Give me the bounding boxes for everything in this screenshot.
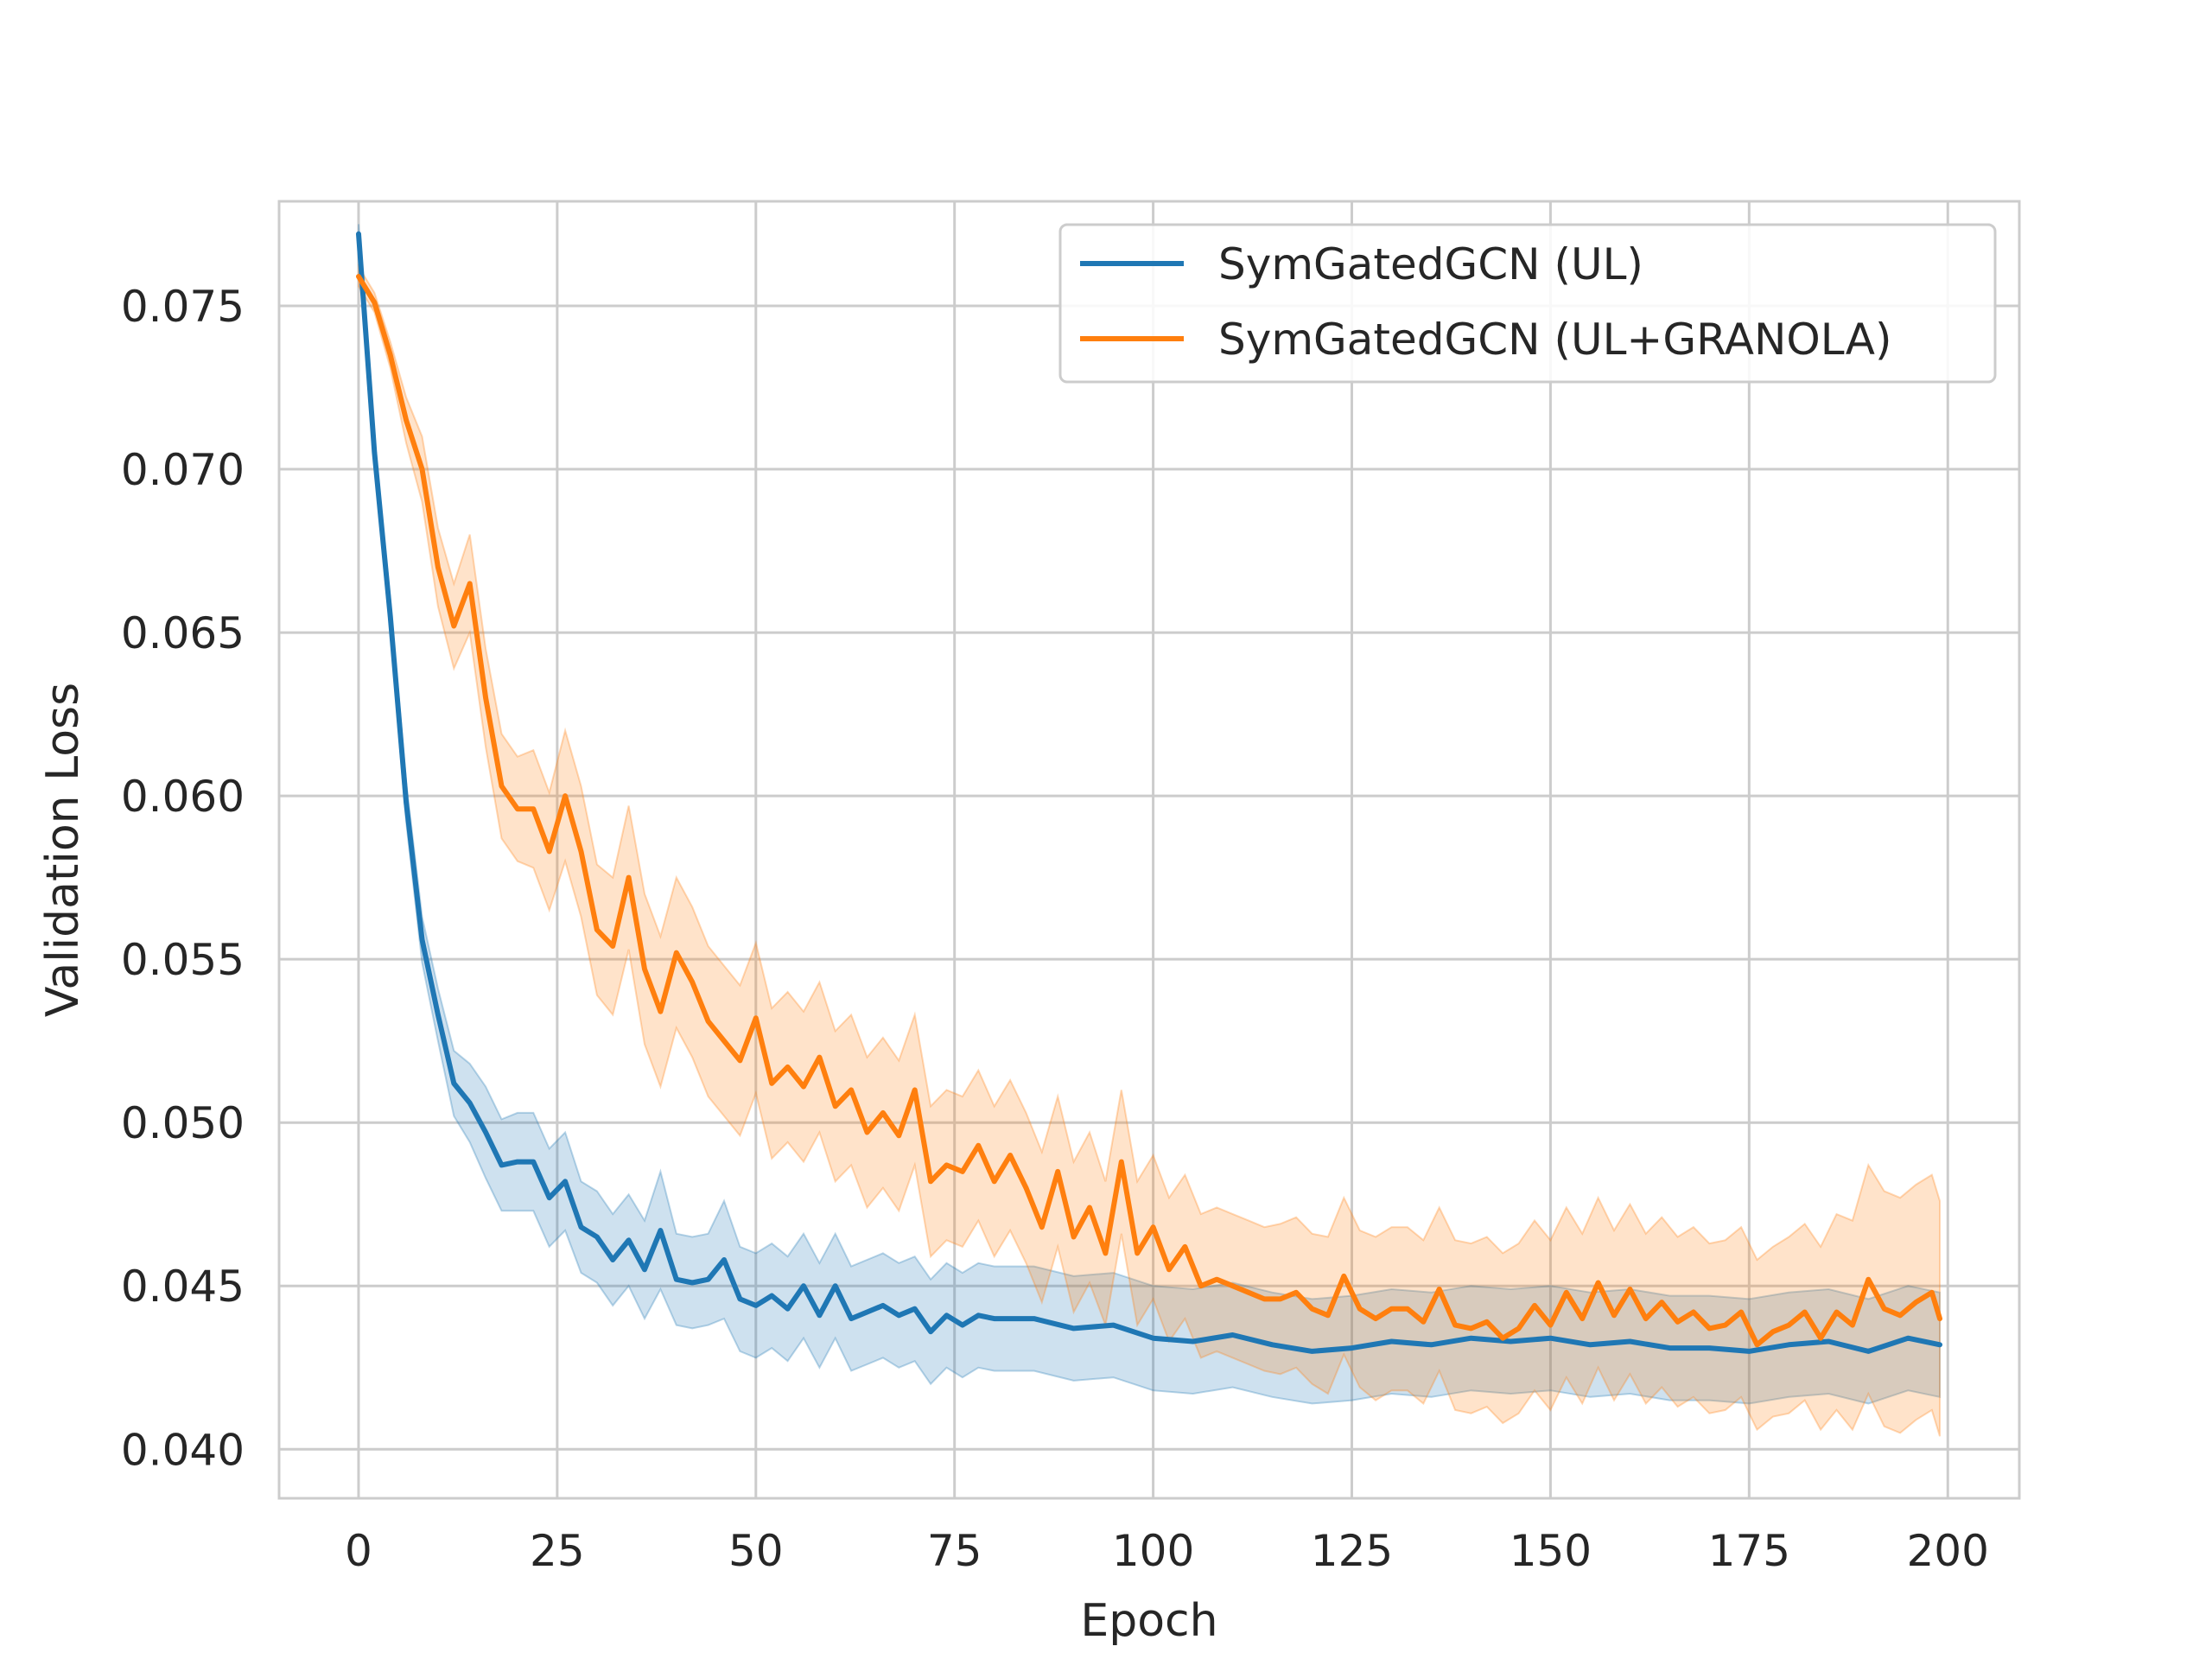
- plot-frame: [277, 200, 2021, 1500]
- y-tick-label: 0.050: [121, 1098, 245, 1148]
- y-tick-label: 0.060: [121, 772, 245, 822]
- legend-label-2: SymGatedGCN (UL+GRANOLA): [1218, 315, 1891, 365]
- y-tick-label: 0.075: [121, 282, 245, 332]
- plot-border: [277, 200, 2021, 1500]
- series-band-2: [358, 264, 1941, 1437]
- x-tick-label: 25: [530, 1526, 585, 1576]
- legend-label-1: SymGatedGCN (UL): [1218, 239, 1643, 289]
- legend: SymGatedGCN (UL) SymGatedGCN (UL+GRANOLA): [1058, 223, 1997, 384]
- series-lines: [356, 231, 1942, 1354]
- plot-background: [279, 201, 2019, 1498]
- y-tick-label: 0.055: [121, 935, 245, 985]
- y-tick-label: 0.040: [121, 1425, 245, 1475]
- series-line-1: [356, 231, 1942, 1354]
- x-tick-label: 200: [1907, 1526, 1989, 1576]
- y-tick-label: 0.045: [121, 1262, 245, 1312]
- y-tick-label: 0.065: [121, 608, 245, 658]
- plot-area: [279, 201, 2019, 1498]
- x-tick-label: 50: [728, 1526, 784, 1576]
- x-tick-label: 100: [1112, 1526, 1194, 1576]
- series-line-2: [356, 274, 1942, 1348]
- series-band-1: [358, 224, 1941, 1405]
- x-tick-label: 125: [1311, 1526, 1393, 1576]
- legend-frame: [1058, 223, 1997, 384]
- x-tick-label: 75: [927, 1526, 982, 1576]
- confidence-bands: [358, 224, 1941, 1437]
- y-tick-labels: 0.040 0.045 0.050 0.055 0.060 0.065 0.070 0.075: [121, 282, 245, 1475]
- x-axis-label: Epoch: [1080, 1595, 1217, 1647]
- x-tick-labels: 0 25 50 75 100 125 150 175 200: [345, 1526, 1989, 1576]
- y-tick-label: 0.070: [121, 445, 245, 495]
- x-tick-label: 175: [1708, 1526, 1790, 1576]
- x-tick-label: 150: [1510, 1526, 1592, 1576]
- y-axis-label: Validation Loss: [37, 683, 89, 1017]
- x-tick-label: 0: [345, 1526, 372, 1576]
